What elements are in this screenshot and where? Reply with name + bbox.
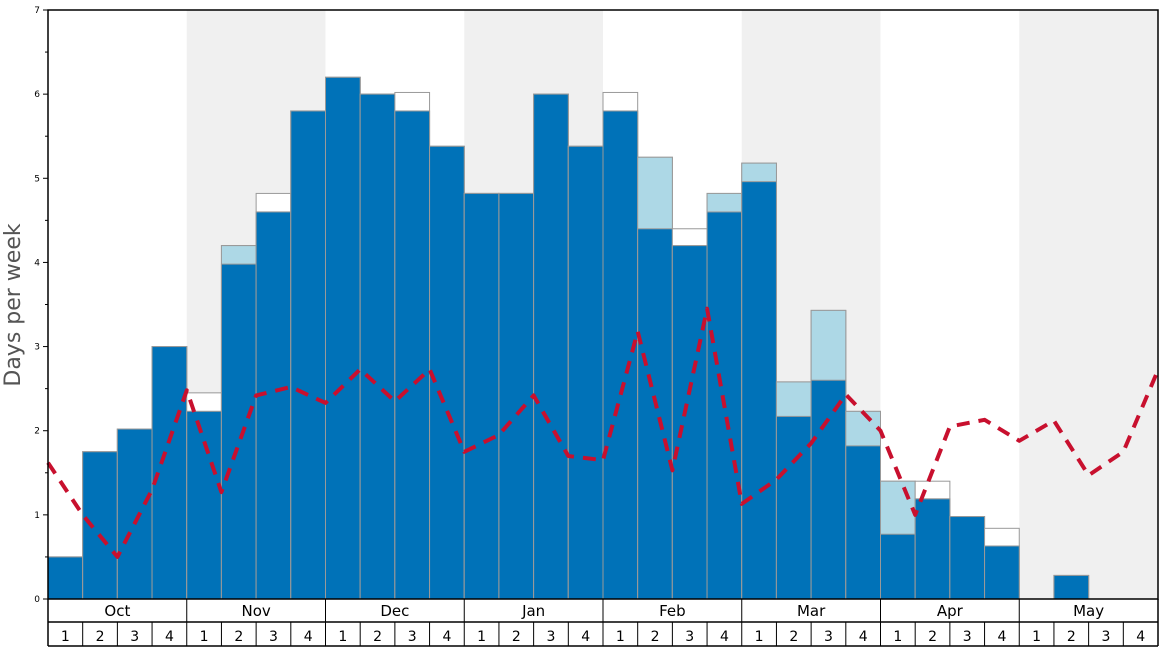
week-label: 4 <box>720 629 729 645</box>
bar-main <box>810 379 847 600</box>
month-label-apr: Apr <box>937 602 964 620</box>
y-tick-label: 3 <box>34 343 40 353</box>
week-label: 4 <box>165 629 174 645</box>
week-label: 2 <box>1067 629 1076 645</box>
bar-main <box>429 145 465 600</box>
week-label: 4 <box>997 629 1006 645</box>
week-label: 1 <box>61 629 70 645</box>
bar-main <box>880 533 916 600</box>
week-label: 3 <box>963 629 972 645</box>
month-label-feb: Feb <box>659 602 686 620</box>
week-label: 4 <box>581 629 590 645</box>
bar-main <box>845 445 881 600</box>
bar-main <box>359 93 396 600</box>
bar-main <box>914 498 951 600</box>
y-tick-label: 5 <box>34 174 40 184</box>
week-label: 4 <box>304 629 313 645</box>
y-tick-label: 6 <box>34 90 40 100</box>
bar-main <box>671 245 708 600</box>
week-label: 2 <box>373 629 382 645</box>
bar-main <box>533 93 569 600</box>
bar-main <box>325 76 361 600</box>
bar-main <box>567 145 604 600</box>
y-tick-label: 0 <box>34 595 40 605</box>
week-label: 3 <box>1102 629 1111 645</box>
month-label-nov: Nov <box>241 602 270 620</box>
bar-main <box>255 211 292 600</box>
week-label: 4 <box>1136 629 1145 645</box>
bar-main <box>463 192 500 600</box>
week-label: 3 <box>685 629 694 645</box>
week-label: 3 <box>824 629 833 645</box>
week-label: 2 <box>234 629 243 645</box>
bar-main <box>602 110 639 600</box>
week-label: 4 <box>442 629 451 645</box>
bar-main <box>116 428 153 600</box>
bar-main <box>186 410 222 600</box>
month-label-mar: Mar <box>797 602 826 620</box>
week-label: 1 <box>893 629 902 645</box>
week-label: 1 <box>1032 629 1041 645</box>
month-label-dec: Dec <box>380 602 409 620</box>
week-label: 2 <box>512 629 521 645</box>
axes: 0 1 2 3 4 5 6 7 Oct 1 2 3 4 Nov 1 2 3 4 Dec 1 2 3 4 Jan 1 2 3 4 Feb 1… <box>34 6 1159 647</box>
week-label: 3 <box>269 629 278 645</box>
bar-main <box>637 228 673 600</box>
week-label: 2 <box>96 629 105 645</box>
bar-main <box>949 516 986 600</box>
week-label: 3 <box>547 629 556 645</box>
bar-main <box>290 110 326 600</box>
y-tick-label: 2 <box>34 427 40 437</box>
bar-main <box>498 192 535 600</box>
week-label: 1 <box>338 629 347 645</box>
week-label: 2 <box>928 629 937 645</box>
bar-main <box>775 415 812 600</box>
y-axis-label: Days per week <box>1 223 26 386</box>
bars <box>47 76 1090 600</box>
week-label: 3 <box>130 629 139 645</box>
week-label: 1 <box>477 629 486 645</box>
week-label: 2 <box>651 629 660 645</box>
week-label: 1 <box>616 629 625 645</box>
week-label: 1 <box>200 629 209 645</box>
month-label-may: May <box>1073 602 1104 620</box>
week-label: 1 <box>755 629 764 645</box>
bar-main <box>82 451 118 600</box>
y-tick-label: 1 <box>34 511 40 521</box>
bar-main <box>47 556 84 600</box>
bar-main <box>741 181 777 600</box>
week-label: 4 <box>859 629 868 645</box>
week-label: 2 <box>789 629 798 645</box>
y-tick-label: 7 <box>34 6 40 16</box>
month-shade-may <box>1019 10 1158 599</box>
bar-main <box>220 263 257 600</box>
bar-main <box>1053 574 1090 600</box>
month-label-jan: Jan <box>521 602 545 620</box>
bar-main <box>394 110 431 600</box>
month-label-oct: Oct <box>104 602 130 620</box>
y-tick-label: 4 <box>34 258 40 268</box>
bar-main <box>984 545 1020 600</box>
week-label: 3 <box>408 629 417 645</box>
